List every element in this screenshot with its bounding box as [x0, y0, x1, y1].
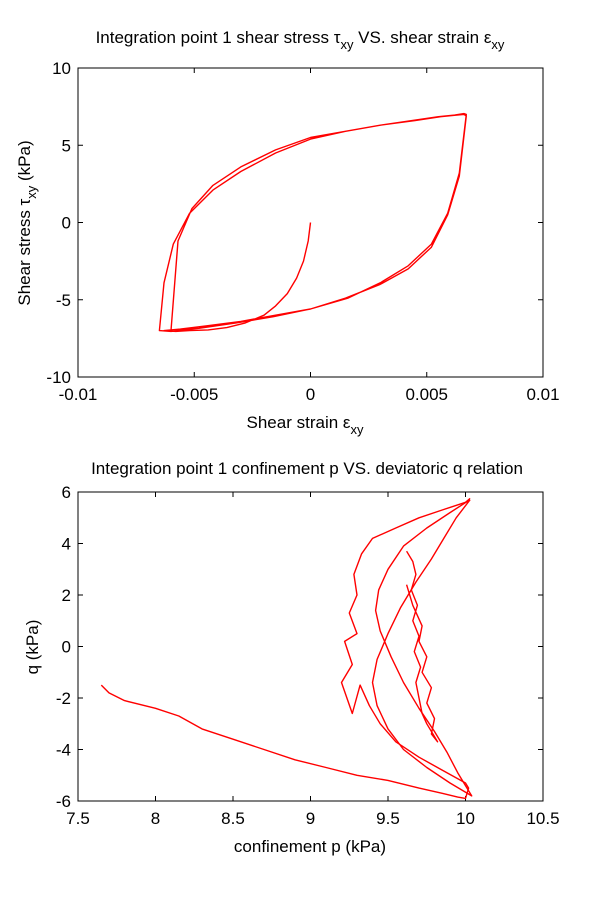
y-tick-label: -5: [56, 291, 71, 310]
chart-1-y-axis-label: Shear stress τxy (kPa): [15, 140, 39, 305]
chart-2-y-axis-label: q (kPa): [23, 620, 42, 675]
x-tick-label: 8.5: [221, 809, 245, 828]
y-tick-label: -4: [56, 741, 71, 760]
chart-2-plot-frame: [77, 491, 544, 802]
chart-1-ticks: -0.01 -0.005 0 0.005 0.01 -10 -5 0 5 10: [46, 59, 559, 404]
x-tick-label: 9.5: [376, 809, 400, 828]
x-tick-label: 0.01: [526, 385, 559, 404]
x-tick-label: -0.01: [59, 385, 98, 404]
y-tick-label: -6: [56, 792, 71, 811]
y-tick-label: 4: [62, 535, 71, 554]
y-tick-label: -2: [56, 689, 71, 708]
chart-1-title: Integration point 1 shear stress τxy VS.…: [96, 28, 505, 52]
chart-1-x-axis-label: Shear strain εxy: [247, 413, 364, 437]
x-tick-label: 0.005: [405, 385, 448, 404]
chart-2: Integration point 1 confinement p VS. de…: [23, 459, 560, 856]
y-tick-label: 10: [52, 59, 71, 78]
y-tick-label: 0: [62, 214, 71, 233]
y-tick-label: 5: [62, 136, 71, 155]
x-tick-label: 0: [306, 385, 315, 404]
y-tick-label: 2: [62, 586, 71, 605]
chart-1: Integration point 1 shear stress τxy VS.…: [15, 28, 560, 437]
chart-2-series: [100, 497, 473, 800]
y-tick-label: 0: [62, 638, 71, 657]
x-tick-label: 10: [456, 809, 475, 828]
x-tick-label: 8: [151, 809, 160, 828]
chart-2-title: Integration point 1 confinement p VS. de…: [91, 459, 523, 478]
x-tick-label: 7.5: [66, 809, 90, 828]
x-tick-label: 10.5: [526, 809, 559, 828]
chart-1-series: [158, 112, 467, 333]
y-tick-label: -10: [46, 368, 71, 387]
chart-2-x-axis-label: confinement p (kPa): [234, 837, 386, 856]
y-tick-label: 6: [62, 483, 71, 502]
series-line-1: [158, 112, 467, 333]
series-line-3: [405, 550, 439, 743]
series-line-1: [100, 497, 471, 800]
chart-2-ticks: 7.5 8 8.5 9 9.5 10 10.5 -6 -4 -2 0 2 4 6: [56, 483, 560, 828]
series-line-2: [371, 499, 473, 797]
x-tick-label: -0.005: [170, 385, 218, 404]
x-tick-label: 9: [306, 809, 315, 828]
